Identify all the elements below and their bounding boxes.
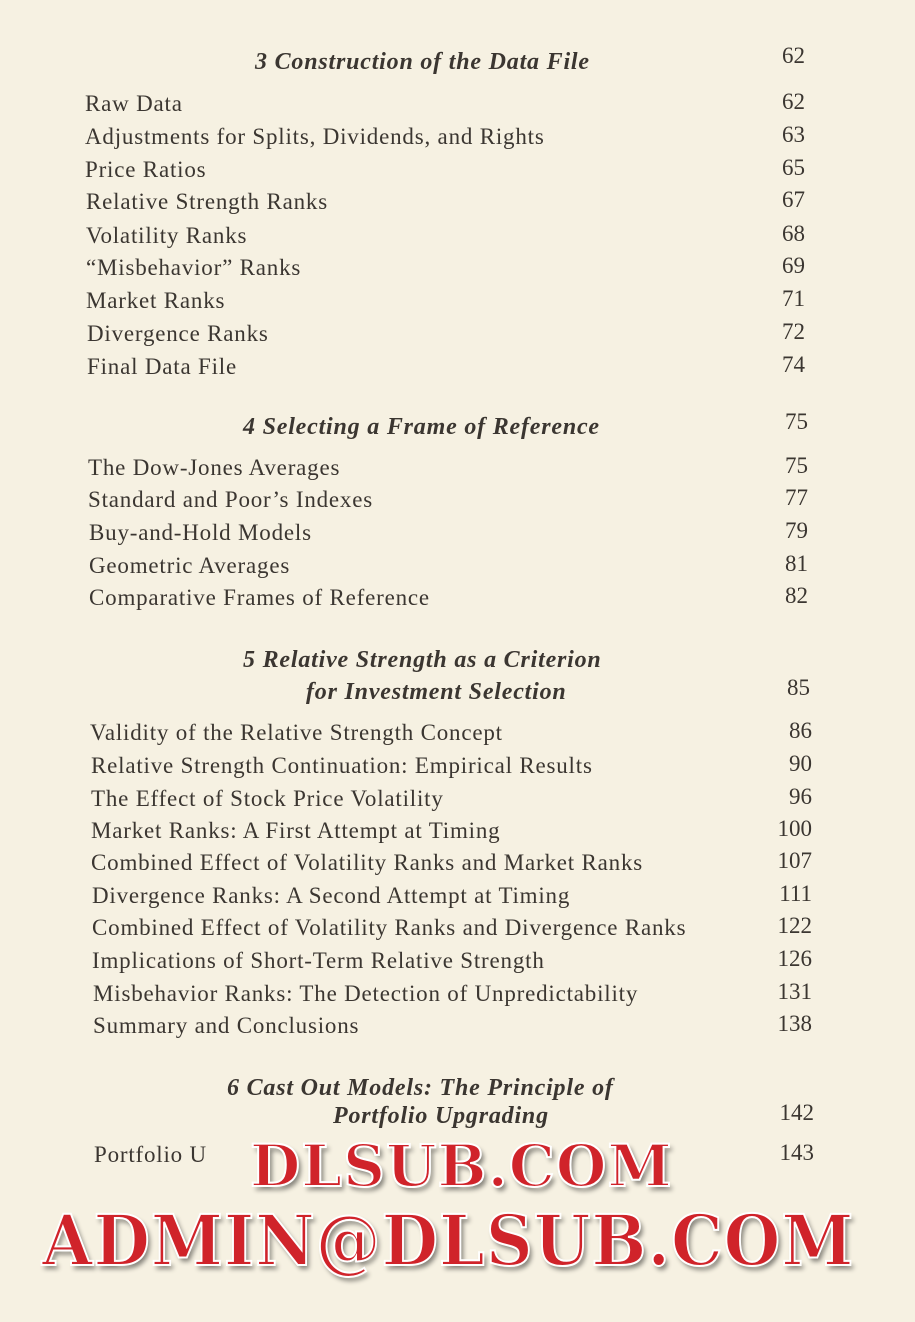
- toc-entry-title: Combined Effect of Volatility Ranks and …: [91, 850, 644, 875]
- toc-entry-title: Combined Effect of Volatility Ranks and …: [92, 915, 687, 940]
- toc-entry-title: Divergence Ranks: A Second Attempt at Ti…: [92, 883, 571, 908]
- toc-entry-page: 131: [777, 979, 813, 1004]
- toc-entry-title: Validity of the Relative Strength Concep…: [90, 720, 503, 745]
- toc-entry-page: 100: [777, 816, 813, 841]
- chapter-title: 3 Construction of the Data File: [255, 49, 590, 75]
- toc-entry-page: 69: [782, 253, 805, 278]
- toc-entry-title: Volatility Ranks: [86, 223, 248, 248]
- toc-entry-title: Relative Strength Continuation: Empirica…: [91, 753, 593, 778]
- toc-entry-title: Price Ratios: [85, 157, 207, 182]
- toc-entry-title: Raw Data: [85, 91, 183, 116]
- toc-entry-page: 143: [779, 1140, 815, 1165]
- toc-entry-page: 65: [782, 155, 805, 180]
- toc-entry-page: 68: [782, 221, 805, 246]
- toc-entry-title: “Misbehavior” Ranks: [86, 255, 302, 280]
- toc-entry-page: 81: [785, 551, 808, 576]
- toc-entry-page: 67: [782, 187, 805, 212]
- toc-entry-page: 79: [785, 518, 808, 543]
- chapter-title: for Investment Selection: [306, 679, 567, 705]
- toc-entry-page: 90: [789, 751, 812, 776]
- toc-entry-page: 126: [777, 946, 813, 971]
- toc-entry-title: Misbehavior Ranks: The Detection of Unpr…: [93, 981, 639, 1006]
- toc-entry-title: Implications of Short-Term Relative Stre…: [92, 948, 545, 973]
- toc-entry-page: 107: [777, 848, 813, 873]
- toc-entry-page: 77: [785, 485, 808, 510]
- watermark-email: ADMIN@DLSUB.COM: [41, 1199, 855, 1282]
- watermark-site: DLSUB.COM: [249, 1132, 673, 1200]
- toc-entry-page: 71: [782, 286, 805, 311]
- chapter-title: 6 Cast Out Models: The Principle of: [227, 1075, 614, 1101]
- toc-entry-page: 75: [785, 453, 808, 478]
- toc-entry-page: 111: [779, 881, 812, 906]
- toc-entry-title: Comparative Frames of Reference: [89, 585, 430, 610]
- toc-entry-page: 82: [785, 583, 808, 608]
- toc-entry-title: The Dow-Jones Averages: [88, 455, 341, 480]
- chapter-page-number: 75: [785, 409, 808, 434]
- toc-entry-page: 122: [777, 913, 813, 938]
- toc-entry-title: The Effect of Stock Price Volatility: [91, 786, 444, 811]
- toc-entry-title: Buy-and-Hold Models: [89, 520, 312, 545]
- chapter-page-number: 85: [787, 675, 810, 700]
- toc-entry-page: 63: [782, 122, 805, 147]
- toc-entry-page: 96: [789, 784, 812, 809]
- toc-entry-title: Relative Strength Ranks: [86, 189, 328, 214]
- toc-entry-title: Adjustments for Splits, Dividends, and R…: [85, 124, 545, 149]
- toc-entry-page: 72: [782, 319, 805, 344]
- chapter-title: Portfolio Upgrading: [333, 1103, 549, 1129]
- toc-entry-page: 62: [782, 89, 805, 114]
- toc-entry-title: Standard and Poor’s Indexes: [88, 487, 373, 512]
- chapter-page-number: 142: [779, 1100, 815, 1125]
- toc-entry-title: Market Ranks: A First Attempt at Timing: [91, 818, 501, 843]
- toc-entry-page: 86: [789, 718, 812, 743]
- toc-entry-page: 138: [777, 1011, 813, 1036]
- toc-entry-title: Final Data File: [87, 354, 237, 379]
- toc-entry-title: Market Ranks: [86, 288, 226, 313]
- toc-entry-page: 74: [782, 352, 805, 377]
- chapter-title: 5 Relative Strength as a Criterion: [243, 647, 602, 673]
- chapter-title: 4 Selecting a Frame of Reference: [243, 414, 600, 440]
- toc-entry-title: Divergence Ranks: [87, 321, 269, 346]
- toc-entry-title: Geometric Averages: [89, 553, 291, 578]
- toc-entry-title: Portfolio U: [94, 1142, 207, 1167]
- chapter-page-number: 62: [782, 43, 805, 68]
- toc-entry-title: Summary and Conclusions: [93, 1013, 360, 1038]
